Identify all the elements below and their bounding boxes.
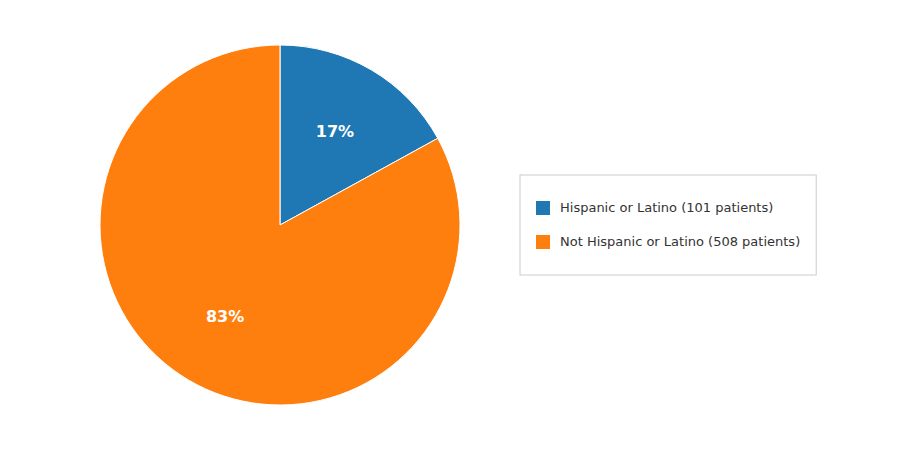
legend-swatch bbox=[536, 201, 550, 215]
legend-item: Hispanic or Latino (101 patients) bbox=[536, 200, 773, 216]
data-labels: 17% 83% bbox=[206, 122, 354, 327]
legend: Hispanic or Latino (101 patients) Not His… bbox=[520, 175, 816, 275]
legend-frame bbox=[520, 175, 816, 275]
pie-slice bbox=[100, 45, 460, 405]
pie bbox=[100, 45, 460, 405]
legend-item: Not Hispanic or Latino (508 patients) bbox=[536, 234, 800, 250]
chart: 17% 83% Hispanic or Latino (101 patients) N… bbox=[0, 0, 900, 450]
legend-swatch bbox=[536, 235, 550, 249]
data-label: 83% bbox=[206, 307, 244, 326]
data-label: 17% bbox=[316, 122, 354, 141]
legend-label: Hispanic or Latino (101 patients) bbox=[560, 200, 773, 215]
legend-label: Not Hispanic or Latino (508 patients) bbox=[560, 234, 800, 249]
